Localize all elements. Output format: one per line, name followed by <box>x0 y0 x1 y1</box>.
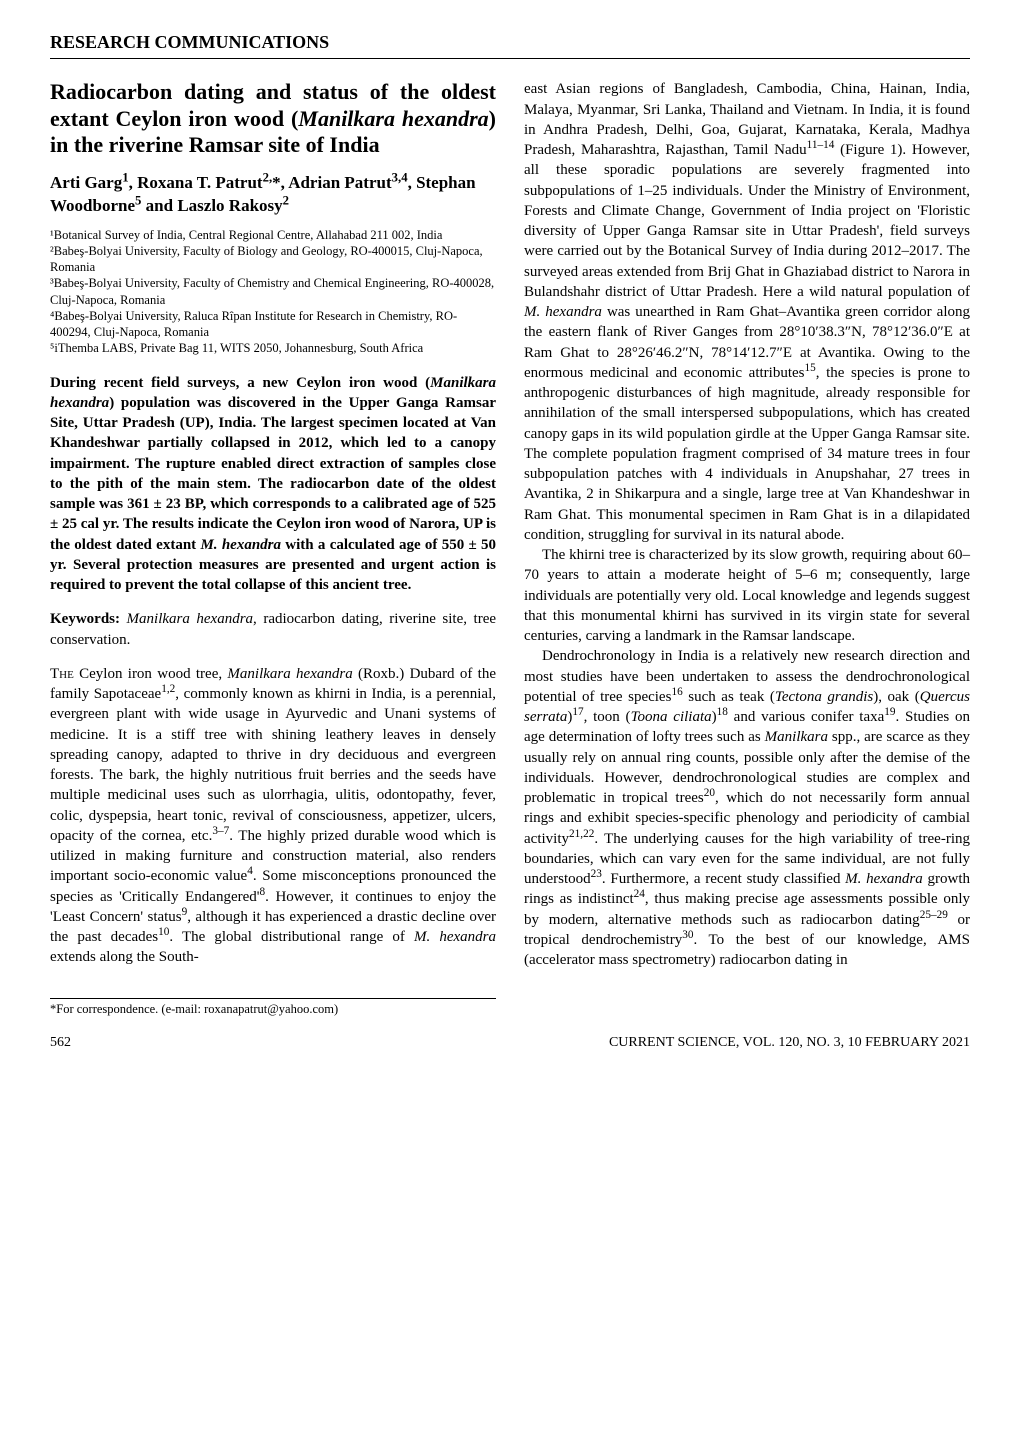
affiliation: ²Babeş-Bolyai University, Faculty of Bio… <box>50 243 496 276</box>
keywords: Keywords: Manilkara hexandra, radiocarbo… <box>50 609 496 650</box>
page-footer: 562 CURRENT SCIENCE, VOL. 120, NO. 3, 10… <box>50 1034 970 1053</box>
body-paragraph: east Asian regions of Bangladesh, Cambod… <box>524 79 970 545</box>
affiliations: ¹Botanical Survey of India, Central Regi… <box>50 227 496 357</box>
journal-citation: CURRENT SCIENCE, VOL. 120, NO. 3, 10 FEB… <box>609 1034 970 1053</box>
right-column: east Asian regions of Bangladesh, Cambod… <box>524 79 970 1017</box>
section-header: RESEARCH COMMUNICATIONS <box>50 30 970 59</box>
correspondence-note: *For correspondence. (e-mail: roxanapatr… <box>50 998 496 1018</box>
affiliation: ¹Botanical Survey of India, Central Regi… <box>50 227 496 243</box>
body-paragraph: Dendrochronology in India is a relativel… <box>524 646 970 970</box>
left-column: Radiocarbon dating and status of the old… <box>50 79 496 1017</box>
affiliation: ³Babeş-Bolyai University, Faculty of Che… <box>50 275 496 308</box>
abstract: During recent field surveys, a new Ceylo… <box>50 373 496 596</box>
affiliation: ⁵iThemba LABS, Private Bag 11, WITS 2050… <box>50 340 496 356</box>
affiliation: ⁴Babeş-Bolyai University, Raluca Rîpan I… <box>50 308 496 341</box>
author-list: Arti Garg1, Roxana T. Patrut2,*, Adrian … <box>50 172 496 216</box>
body-paragraph: The khirni tree is characterized by its … <box>524 545 970 646</box>
page-number: 562 <box>50 1034 71 1053</box>
body-paragraph: The Ceylon iron wood tree, Manilkara hex… <box>50 664 496 968</box>
title-species: Manilkara hexandra <box>298 106 488 131</box>
keywords-label: Keywords: <box>50 611 120 627</box>
two-column-layout: Radiocarbon dating and status of the old… <box>50 79 970 1017</box>
article-title: Radiocarbon dating and status of the old… <box>50 79 496 158</box>
